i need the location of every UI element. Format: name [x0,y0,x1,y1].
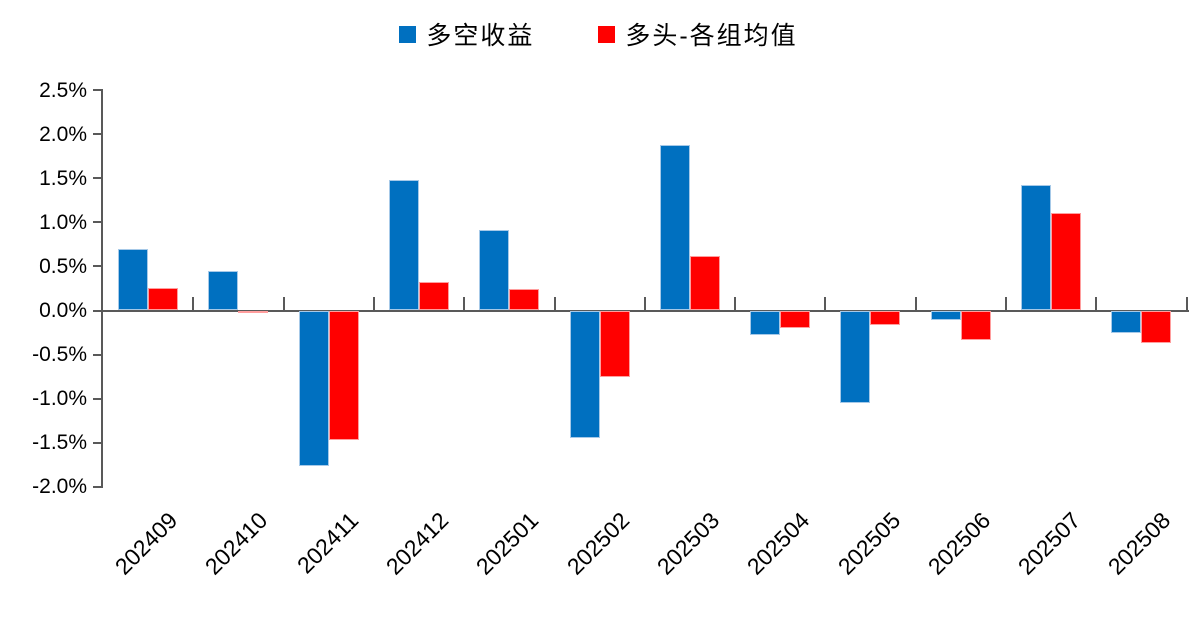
bar-long-short-202503 [659,144,690,311]
bar-long-minus-mean-202501 [509,289,540,311]
bar-long-short-202507 [1021,185,1051,311]
x-tick [734,296,737,311]
y-tick-label: 0.0% [39,299,87,322]
y-tick [93,177,103,180]
x-axis-label: 202504 [741,506,815,580]
bar-long-short-202409 [118,248,148,311]
x-tick [1005,296,1007,311]
legend-label-long-short: 多空收益 [426,22,535,50]
x-axis-label: 202508 [1103,506,1176,580]
bar-long-short-202410 [208,270,239,311]
bar-long-minus-mean-202504 [780,310,811,329]
x-tick [553,296,556,311]
y-tick [93,309,103,312]
x-axis-label: 202410 [200,506,273,580]
legend-label-long-minus-mean: 多头-各组均值 [625,22,798,50]
y-tick-label: 1.5% [39,166,87,190]
x-tick [1095,296,1098,311]
x-axis-label: 202505 [832,506,905,580]
bar-long-minus-mean-202507 [1051,212,1081,311]
x-axis-label: 202502 [561,506,635,580]
x-axis-line [101,309,1189,312]
x-tick [643,296,646,311]
x-tick [824,296,827,311]
x-tick [282,296,285,311]
x-axis-label: 202411 [291,506,364,579]
y-tick [93,353,103,356]
x-tick [914,296,917,311]
y-tick [93,133,103,136]
bar-long-short-202508 [1111,310,1142,333]
legend-item-long-short: 多空收益 [399,16,534,52]
bar-long-minus-mean-202410 [238,310,269,314]
x-axis-label: 202506 [922,506,996,580]
bar-long-short-202506 [930,310,961,321]
y-tick-label: -1.5% [32,431,87,455]
y-axis-line [101,89,103,488]
bar-long-short-202504 [750,310,781,336]
bar-long-short-202502 [569,310,600,439]
bar-long-short-202505 [840,310,871,404]
y-tick [93,265,103,268]
y-tick-label: -0.5% [32,343,87,367]
y-tick [93,89,103,91]
y-tick [93,221,103,224]
x-axis-label: 202409 [109,506,183,580]
x-tick [372,296,375,311]
y-tick [93,397,103,400]
bar-long-minus-mean-202505 [870,310,901,325]
x-axis-label: 202501 [471,506,544,580]
x-tick [1185,296,1188,311]
chart-legend: 多空收益 多头-各组均值 [0,16,1197,52]
legend-swatch-red-icon [598,25,616,43]
x-axis-label: 202507 [1012,506,1086,580]
bar-long-minus-mean-202409 [148,287,178,311]
x-axis-label: 202412 [380,506,454,580]
x-tick [463,296,466,311]
bar-long-short-202412 [388,179,419,311]
legend-item-long-minus-mean: 多头-各组均值 [598,16,797,52]
bar-long-short-202411 [298,310,329,466]
x-axis-label: 202503 [651,506,725,580]
bar-long-minus-mean-202502 [599,310,630,377]
y-tick-label: -2.0% [32,475,87,499]
bar-long-short-202501 [479,230,510,311]
y-tick-label: 1.0% [39,210,87,234]
bar-long-minus-mean-202503 [689,255,720,311]
y-tick [93,441,103,444]
bar-long-minus-mean-202508 [1141,310,1172,344]
bar-long-minus-mean-202412 [418,282,449,311]
y-tick-label: -1.0% [32,387,87,411]
y-tick-label: 0.5% [39,254,87,278]
y-tick-label: 2.0% [39,122,87,146]
bar-long-minus-mean-202506 [960,310,991,340]
x-tick [192,296,195,311]
legend-swatch-blue-icon [399,25,417,43]
bar-long-minus-mean-202411 [328,310,359,441]
y-tick-label: 2.5% [39,78,87,102]
y-tick [93,485,103,488]
